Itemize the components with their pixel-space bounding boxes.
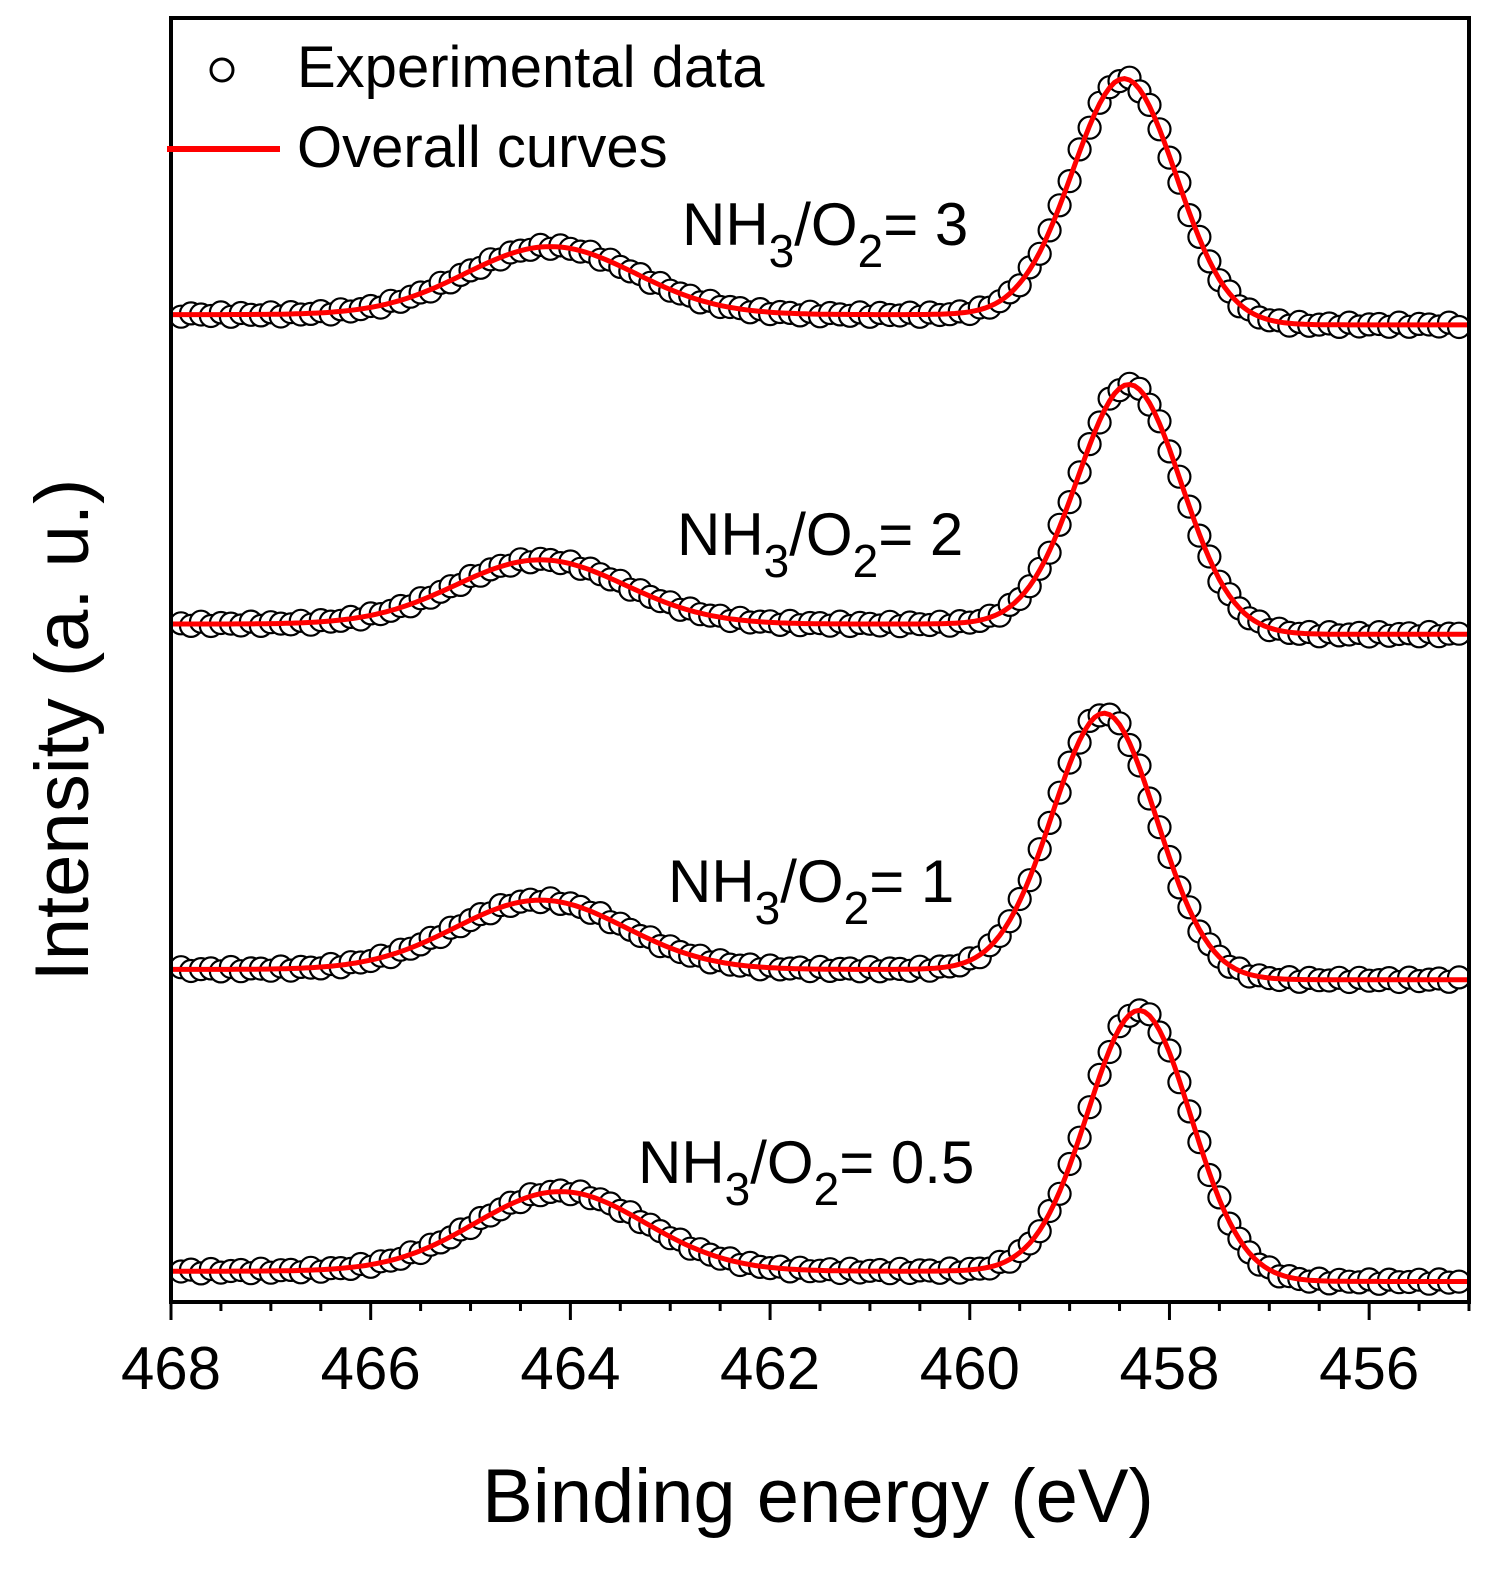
series-label-0-5-tail: = 0.5: [839, 1129, 974, 1196]
series-3-data-points: [171, 998, 1469, 1296]
series-labels: NH3/O2= 3 NH3/O2= 2 NH3/O2= 1 NH3/O2= 0.…: [638, 191, 974, 1215]
legend-label-experimental: Experimental data: [297, 35, 765, 100]
series-3-fit-curve: [171, 1007, 1469, 1284]
x-tick-label-462: 462: [720, 1335, 820, 1402]
legend: Experimental data Overall curves: [167, 35, 765, 180]
series-label-0-5-sub2: 2: [814, 1163, 840, 1215]
series-label-2-tail: = 2: [878, 501, 963, 568]
series-label-3-mid: /O: [794, 191, 857, 258]
series-label-0-5-base: NH: [638, 1129, 725, 1196]
x-axis-title: Binding energy (eV): [482, 1454, 1154, 1539]
series-label-2: NH3/O2= 2: [677, 501, 963, 587]
series-label-3-tail: = 3: [883, 191, 968, 258]
series-2-fit-curve: [171, 710, 1469, 983]
series-3: [171, 998, 1469, 1296]
series-label-1-base: NH: [668, 848, 755, 915]
series-2: [171, 702, 1469, 995]
series-1: [171, 371, 1469, 649]
x-tick-label-456: 456: [1319, 1335, 1419, 1402]
series-label-0-5-mid: /O: [750, 1129, 813, 1196]
legend-label-overall: Overall curves: [297, 115, 668, 180]
series-label-2-sub1: 3: [764, 535, 790, 587]
x-tick-label-460: 460: [920, 1335, 1020, 1402]
x-axis-ticks: [169, 1302, 1471, 1320]
series-label-1-sub2: 2: [844, 882, 870, 934]
series-label-3-sub2: 2: [858, 225, 884, 277]
series-0: [171, 65, 1469, 340]
x-tick-label-458: 458: [1119, 1335, 1219, 1402]
series-label-0-5: NH3/O2= 0.5: [638, 1129, 974, 1215]
series-label-2-base: NH: [677, 501, 764, 568]
x-tick-label-466: 466: [321, 1335, 421, 1402]
series-label-0-5-sub1: 3: [725, 1163, 751, 1215]
series-label-1: NH3/O2= 1: [668, 848, 954, 934]
legend-marker-open-circle: [209, 57, 235, 83]
series-layer: [171, 65, 1469, 1296]
series-label-1-tail: = 1: [869, 848, 954, 915]
series-label-1-sub1: 3: [755, 882, 781, 934]
series-1-fit-curve: [171, 381, 1469, 637]
y-axis-title: Intensity (a. u.): [20, 479, 105, 982]
series-label-2-sub2: 2: [853, 535, 879, 587]
series-label-3-sub1: 3: [769, 225, 795, 277]
x-axis-tick-labels: 468 466 464 462 460 458 456: [121, 1335, 1419, 1402]
series-label-2-mid: /O: [789, 501, 852, 568]
series-label-1-mid: /O: [780, 848, 843, 915]
series-label-3: NH3/O2= 3: [682, 191, 968, 277]
x-tick-label-468: 468: [121, 1335, 221, 1402]
series-label-3-base: NH: [682, 191, 769, 258]
x-tick-label-464: 464: [520, 1335, 620, 1402]
series-2-data-points: [171, 702, 1469, 995]
series-0-fit-curve: [171, 76, 1469, 328]
